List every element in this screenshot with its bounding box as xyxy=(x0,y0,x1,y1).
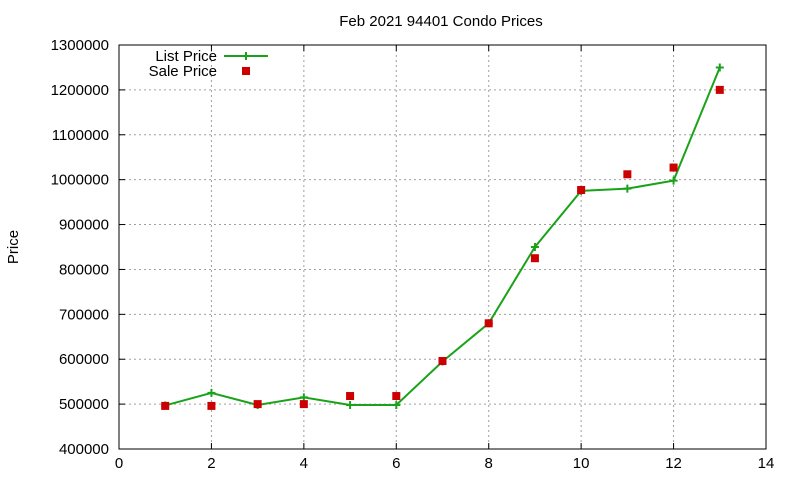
sale-price-point xyxy=(392,392,401,401)
grid-lines xyxy=(119,45,766,449)
sale-price-point xyxy=(161,401,170,410)
y-axis-label: Price xyxy=(5,230,22,264)
legend: List Price Sale Price xyxy=(149,48,268,80)
sale-price-point xyxy=(530,254,539,263)
sale-price-point xyxy=(669,163,678,172)
list-price-line xyxy=(164,67,721,407)
list-price-point xyxy=(346,401,355,410)
chart-title: Feb 2021 94401 Condo Prices xyxy=(339,13,542,30)
x-tick-label: 10 xyxy=(573,455,590,472)
sale-price-point xyxy=(253,400,262,409)
list-price-point xyxy=(623,184,632,193)
sale-price-point xyxy=(438,357,447,366)
y-tick-label: 900000 xyxy=(59,217,109,234)
y-tick-label: 800000 xyxy=(59,261,109,278)
sale-price-point xyxy=(299,400,308,409)
x-tick-label: 0 xyxy=(115,455,123,472)
list-price-point xyxy=(715,63,724,72)
y-tick-label: 600000 xyxy=(59,351,109,368)
y-tick-label: 1200000 xyxy=(51,82,109,99)
legend-label-sale-price: Sale Price xyxy=(149,63,217,80)
list-price-point xyxy=(299,393,308,402)
series-marks xyxy=(161,63,724,410)
legend-marker-list-price xyxy=(242,52,250,60)
sale-price-point xyxy=(207,401,216,410)
x-tick-label: 4 xyxy=(300,455,308,472)
sale-price-point xyxy=(623,170,632,179)
x-tick-label: 8 xyxy=(485,455,493,472)
x-tick-label: 14 xyxy=(758,455,775,472)
y-tick-label: 700000 xyxy=(59,306,109,323)
legend-swatch-sale-price xyxy=(242,67,250,75)
y-tick-label: 500000 xyxy=(59,396,109,413)
legend-label-list-price: List Price xyxy=(155,48,217,65)
list-price-point xyxy=(669,176,678,185)
sale-price-point xyxy=(346,392,355,401)
plot-frame xyxy=(118,44,767,450)
axis-ticks: 0 2 4 6 8 10 12 14 400000 500000 600000 700000 80000… xyxy=(51,37,775,472)
list-price-point xyxy=(530,243,539,251)
x-tick-label: 12 xyxy=(665,455,682,472)
sale-price-point xyxy=(577,185,586,194)
list-price-point xyxy=(207,388,216,397)
y-tick-label: 1100000 xyxy=(52,127,109,144)
y-tick-label: 1000000 xyxy=(51,172,109,189)
sale-price-point xyxy=(484,319,493,328)
list-price-point xyxy=(392,401,401,410)
y-tick-label: 1300000 xyxy=(51,37,109,54)
y-tick-label: 400000 xyxy=(59,441,109,458)
x-tick-label: 2 xyxy=(207,455,215,472)
sale-price-point xyxy=(715,85,724,94)
x-tick-label: 6 xyxy=(392,455,400,472)
